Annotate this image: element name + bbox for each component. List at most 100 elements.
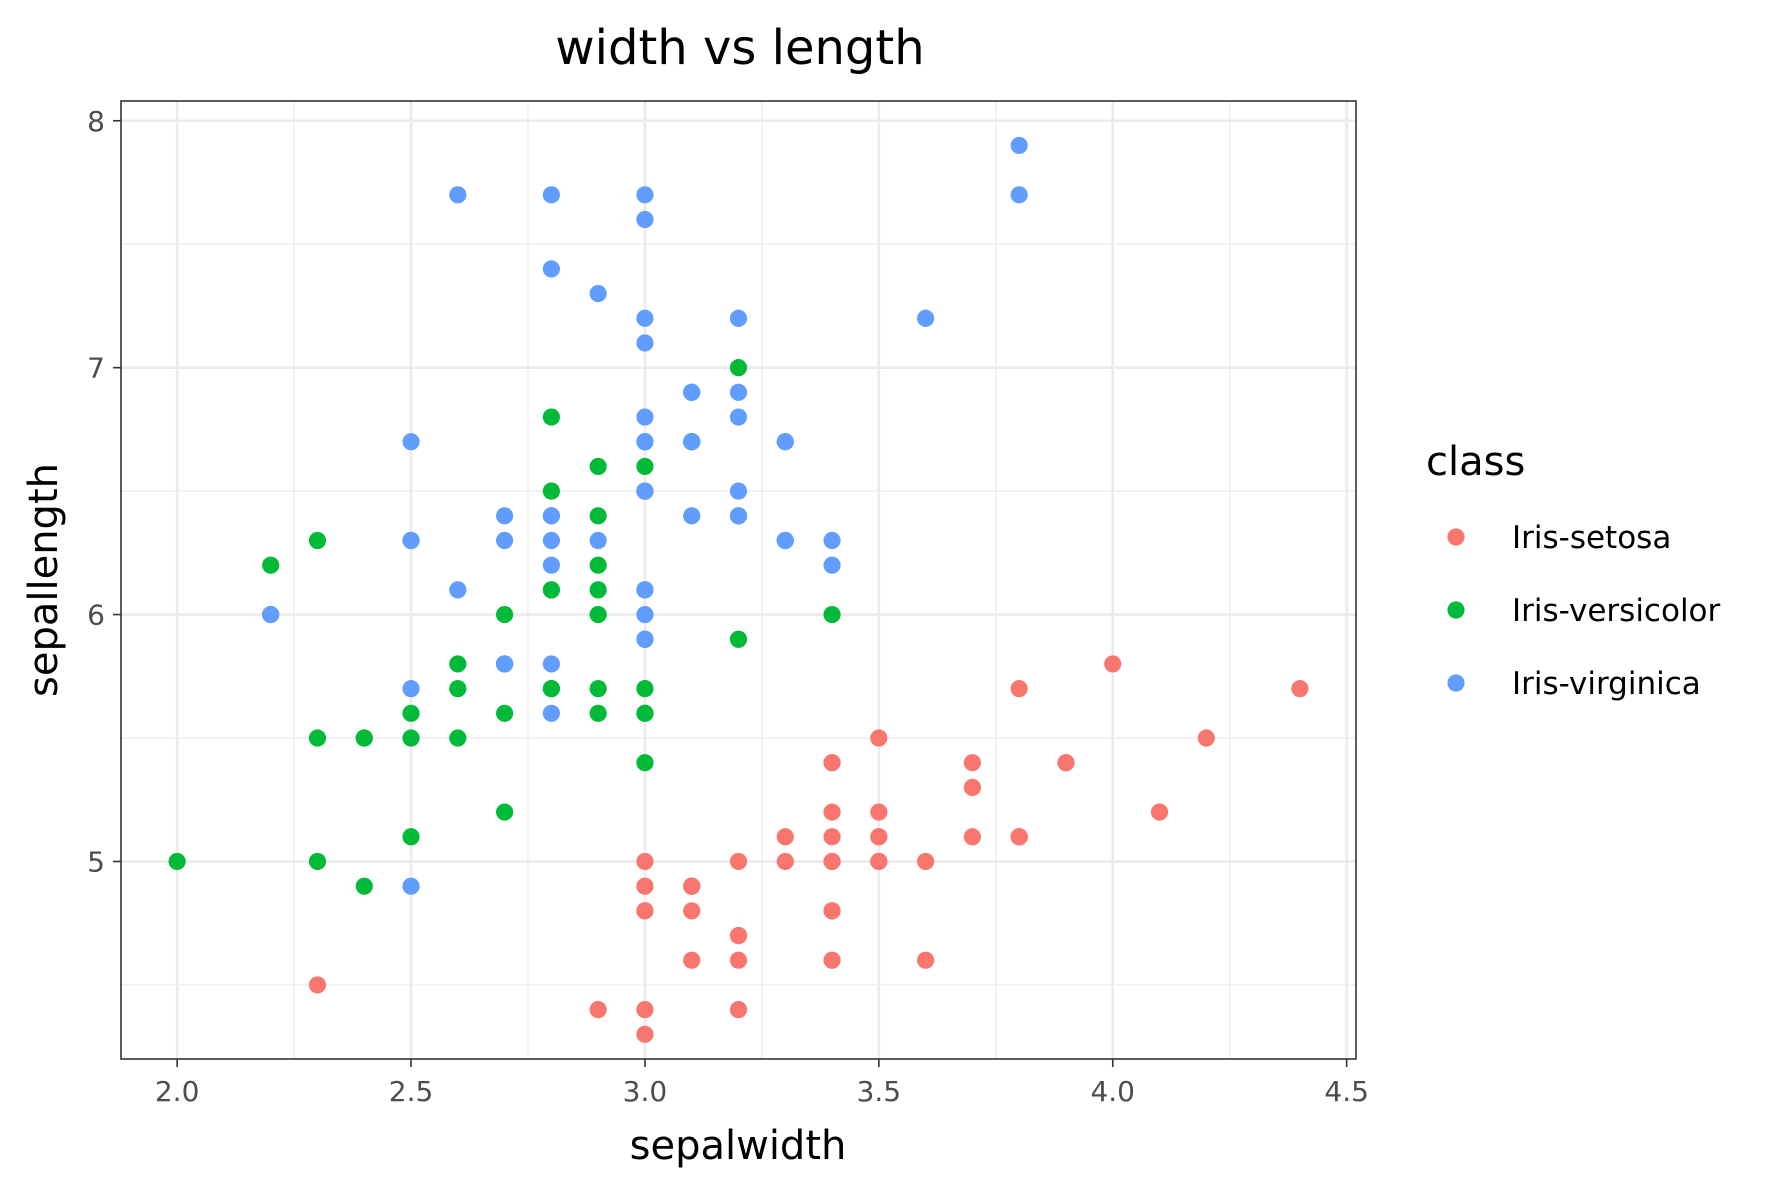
data-point (636, 704, 654, 722)
data-point (776, 433, 794, 451)
data-point (729, 951, 748, 969)
data-point (636, 902, 654, 920)
data-point (542, 408, 560, 426)
data-point (729, 482, 748, 500)
data-point (542, 655, 560, 673)
data-point (589, 680, 607, 698)
series-iris-setosa (308, 655, 1309, 1043)
grid-minor (121, 101, 1356, 1059)
data-point (823, 828, 841, 846)
data-point (542, 186, 560, 204)
data-point (729, 507, 748, 525)
legend: class Iris-setosa Iris-versicolor Iris-vir… (1426, 439, 1721, 702)
data-point (823, 951, 841, 969)
data-point (589, 531, 607, 550)
data-point (589, 581, 607, 599)
data-point (963, 778, 982, 797)
data-point (1150, 803, 1169, 821)
data-point (729, 309, 748, 327)
data-point (589, 507, 607, 525)
data-point (636, 754, 654, 772)
data-point (729, 1001, 748, 1019)
data-point (589, 1001, 607, 1019)
data-point (495, 507, 514, 525)
data-point (823, 902, 841, 920)
y-axis-ticks: 5 6 7 8 (87, 105, 121, 878)
plot-background (121, 101, 1356, 1059)
data-point (683, 507, 701, 525)
data-point (823, 754, 841, 772)
data-point (449, 581, 467, 599)
data-point (402, 433, 420, 451)
chart-title: width vs length (555, 20, 924, 76)
data-point (355, 877, 373, 895)
data-point (636, 852, 654, 871)
x-tick-label: 3.5 (857, 1075, 902, 1108)
data-point (495, 655, 514, 673)
data-point (823, 852, 841, 871)
data-point (1291, 680, 1309, 698)
data-point (917, 852, 935, 871)
y-axis-title: sepallength (21, 463, 67, 697)
data-point (542, 556, 560, 574)
data-point (683, 433, 701, 451)
data-point (449, 186, 467, 204)
data-point (683, 877, 701, 895)
data-point (589, 457, 607, 476)
data-point (1010, 828, 1028, 846)
data-point (729, 383, 748, 401)
data-point (495, 704, 514, 722)
data-point (542, 680, 560, 698)
data-point (449, 729, 467, 747)
data-point (636, 630, 654, 648)
data-point (262, 556, 280, 574)
data-point (308, 531, 327, 550)
legend-label: Iris-versicolor (1512, 593, 1721, 629)
data-point (636, 210, 654, 229)
data-point (683, 383, 701, 401)
data-point (823, 531, 841, 550)
x-tick-label: 4.5 (1324, 1075, 1369, 1108)
data-point (729, 359, 748, 377)
data-point (870, 803, 888, 821)
data-point (776, 828, 794, 846)
data-point (636, 433, 654, 451)
data-point (917, 309, 935, 327)
legend-items: Iris-setosa Iris-versicolor Iris-virginica (1447, 520, 1721, 702)
data-point (542, 482, 560, 500)
data-point (1057, 754, 1075, 772)
data-point (776, 531, 794, 550)
data-point (495, 605, 514, 624)
data-point (823, 556, 841, 574)
data-point (1010, 680, 1028, 698)
plot-border (120, 100, 1357, 1060)
data-point (729, 852, 748, 871)
data-point (542, 531, 560, 550)
data-point (963, 754, 982, 772)
data-point (917, 951, 935, 969)
data-point (823, 803, 841, 821)
data-point (636, 457, 654, 476)
legend-key (1447, 674, 1465, 692)
x-axis-title: sepalwidth (630, 1123, 847, 1169)
y-tick-label: 6 (87, 599, 105, 632)
legend-label: Iris-virginica (1512, 666, 1701, 702)
data-point (542, 704, 560, 722)
data-point (262, 605, 280, 624)
data-points (168, 136, 1309, 1043)
data-point (449, 680, 467, 698)
y-tick-label: 7 (87, 352, 105, 385)
grid-major (121, 101, 1356, 1059)
legend-title: class (1426, 439, 1525, 485)
data-point (495, 803, 514, 821)
data-point (589, 556, 607, 574)
data-point (355, 729, 373, 747)
data-point (402, 828, 420, 846)
data-point (402, 729, 420, 747)
data-point (402, 704, 420, 722)
data-point (402, 531, 420, 550)
data-point (823, 605, 841, 624)
data-point (636, 1025, 654, 1043)
data-point (1010, 136, 1028, 155)
